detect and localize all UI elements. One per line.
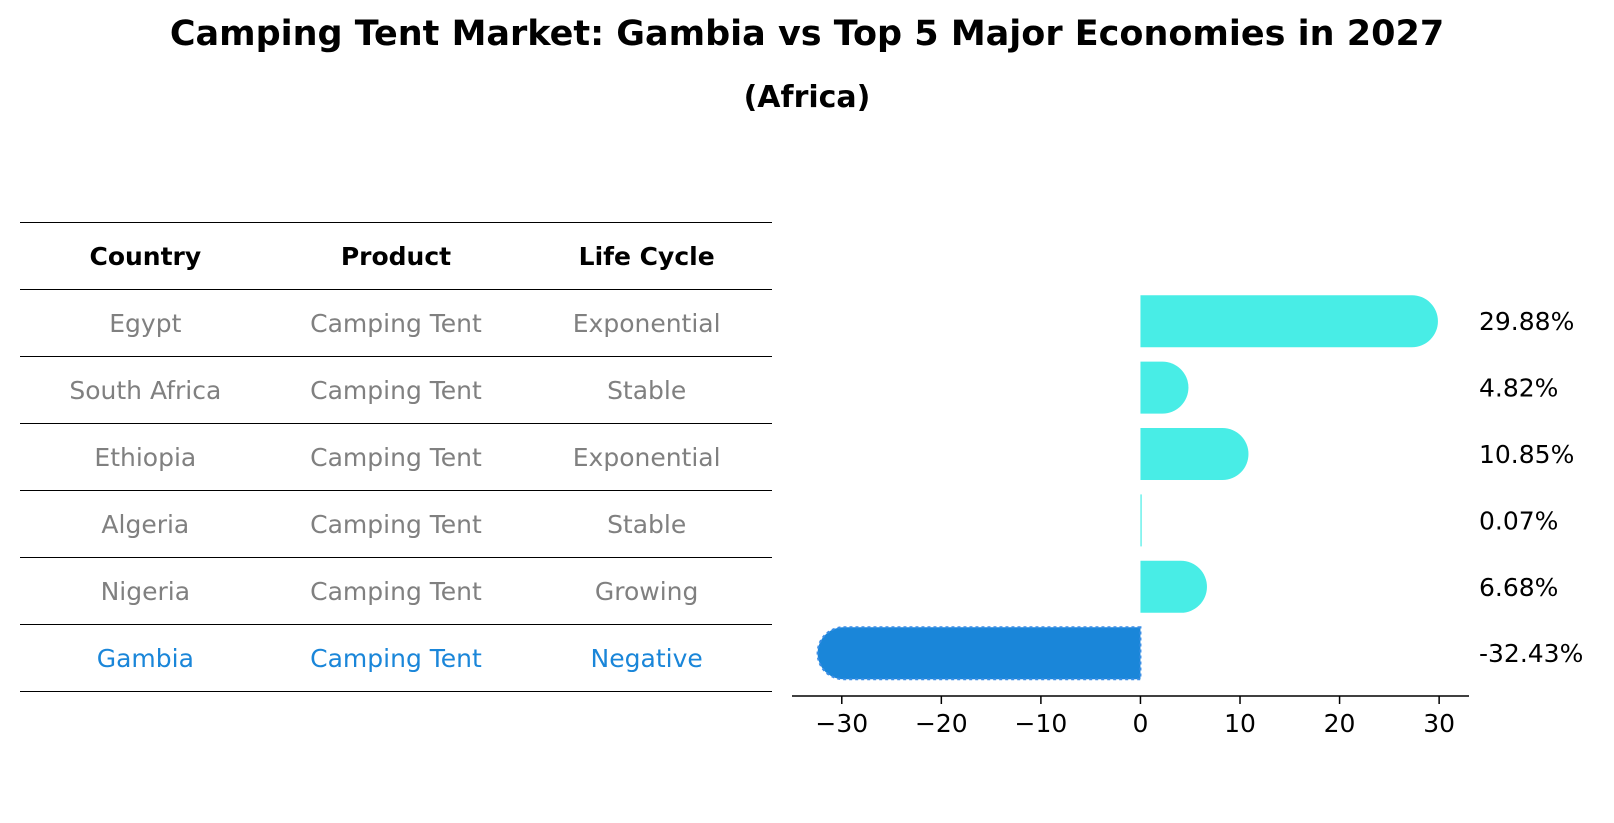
x-tick-label: 0: [1133, 709, 1149, 738]
chart-title: Camping Tent Market: Gambia vs Top 5 Maj…: [169, 14, 1445, 54]
x-tick-label: 10: [1224, 709, 1256, 738]
x-tick-label: 30: [1423, 709, 1455, 738]
cell-life-cycle: Growing: [521, 557, 772, 625]
cell-country: Ethiopia: [20, 423, 271, 491]
x-tick-label: 20: [1324, 709, 1356, 738]
cell-country: South Africa: [20, 356, 271, 424]
x-tick-label: −10: [1015, 709, 1068, 738]
data-label: 29.88%: [1479, 307, 1574, 336]
comparison-table: Country Product Life Cycle Egypt Camping…: [20, 222, 772, 692]
data-label: 6.68%: [1479, 573, 1558, 602]
cell-life-cycle: Stable: [521, 356, 772, 424]
cell-life-cycle: Negative: [521, 624, 772, 692]
cell-product: Camping Tent: [270, 289, 522, 357]
bar: [1140, 494, 1142, 547]
chart-subtitle: (Africa): [743, 80, 871, 115]
table-header-row: Country Product Life Cycle: [20, 222, 772, 290]
cell-country: Nigeria: [20, 557, 271, 625]
header-country: Country: [20, 222, 271, 290]
table-row: Egypt Camping Tent Exponential: [20, 289, 772, 357]
data-label: 10.85%: [1479, 440, 1574, 469]
cell-product: Camping Tent: [270, 356, 522, 424]
data-label: 4.82%: [1479, 374, 1558, 403]
bar: [1140, 361, 1189, 414]
cell-product: Camping Tent: [270, 490, 522, 558]
bar: [1140, 560, 1207, 613]
bar: [1140, 295, 1438, 348]
bar: [1140, 428, 1249, 480]
data-label: 0.07%: [1479, 506, 1558, 535]
cell-product: Camping Tent: [270, 423, 522, 491]
table-row: Ethiopia Camping Tent Exponential: [20, 423, 772, 491]
header-life-cycle: Life Cycle: [521, 222, 772, 290]
table-row: Algeria Camping Tent Stable: [20, 490, 772, 558]
cell-country: Algeria: [20, 490, 271, 558]
cell-product: Camping Tent: [270, 557, 522, 625]
table-row-highlight: Gambia Camping Tent Negative: [20, 624, 772, 692]
data-label: -32.43%: [1479, 639, 1583, 668]
table-row: South Africa Camping Tent Stable: [20, 356, 772, 424]
header-product: Product: [270, 222, 522, 290]
cell-product: Camping Tent: [270, 624, 522, 692]
cell-life-cycle: Exponential: [521, 423, 772, 491]
cell-life-cycle: Stable: [521, 490, 772, 558]
bar-highlight: [816, 626, 1142, 681]
x-tick-label: −20: [915, 709, 968, 738]
table-row: Nigeria Camping Tent Growing: [20, 557, 772, 625]
cell-life-cycle: Exponential: [521, 289, 772, 357]
x-tick-label: −30: [815, 709, 868, 738]
cell-country: Egypt: [20, 289, 271, 357]
cell-country: Gambia: [20, 624, 271, 692]
